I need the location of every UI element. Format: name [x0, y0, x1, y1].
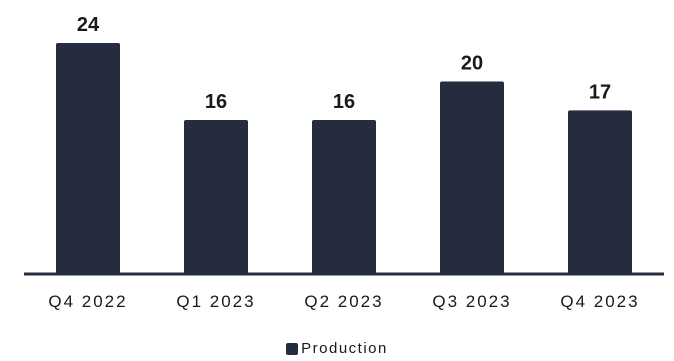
- data-label: 16: [333, 91, 355, 113]
- data-label: 20: [461, 53, 483, 75]
- bar-q4-2023: [568, 110, 632, 274]
- data-label: 16: [205, 91, 227, 113]
- data-label: 17: [589, 81, 611, 103]
- x-tick-label: Q2 2023: [304, 292, 383, 311]
- legend-label-production: Production: [301, 340, 388, 357]
- x-tick-label: Q3 2023: [432, 292, 511, 311]
- x-tick-label: Q4 2022: [48, 292, 127, 311]
- legend: Production: [0, 340, 674, 357]
- x-tick-label: Q1 2023: [176, 292, 255, 311]
- bar-q1-2023: [184, 120, 248, 274]
- bars-group: [56, 43, 632, 274]
- x-tick-labels-group: Q4 2022 Q1 2023 Q2 2023 Q3 2023 Q4 2023: [48, 292, 639, 311]
- bar-q4-2022: [56, 43, 120, 274]
- legend-swatch-production: [286, 342, 299, 355]
- bar-q3-2023: [440, 81, 504, 274]
- data-labels-group: 24 16 16 20 17: [77, 14, 611, 113]
- bar-q2-2023: [312, 120, 376, 274]
- x-tick-label: Q4 2023: [560, 292, 639, 311]
- data-label: 24: [77, 14, 100, 36]
